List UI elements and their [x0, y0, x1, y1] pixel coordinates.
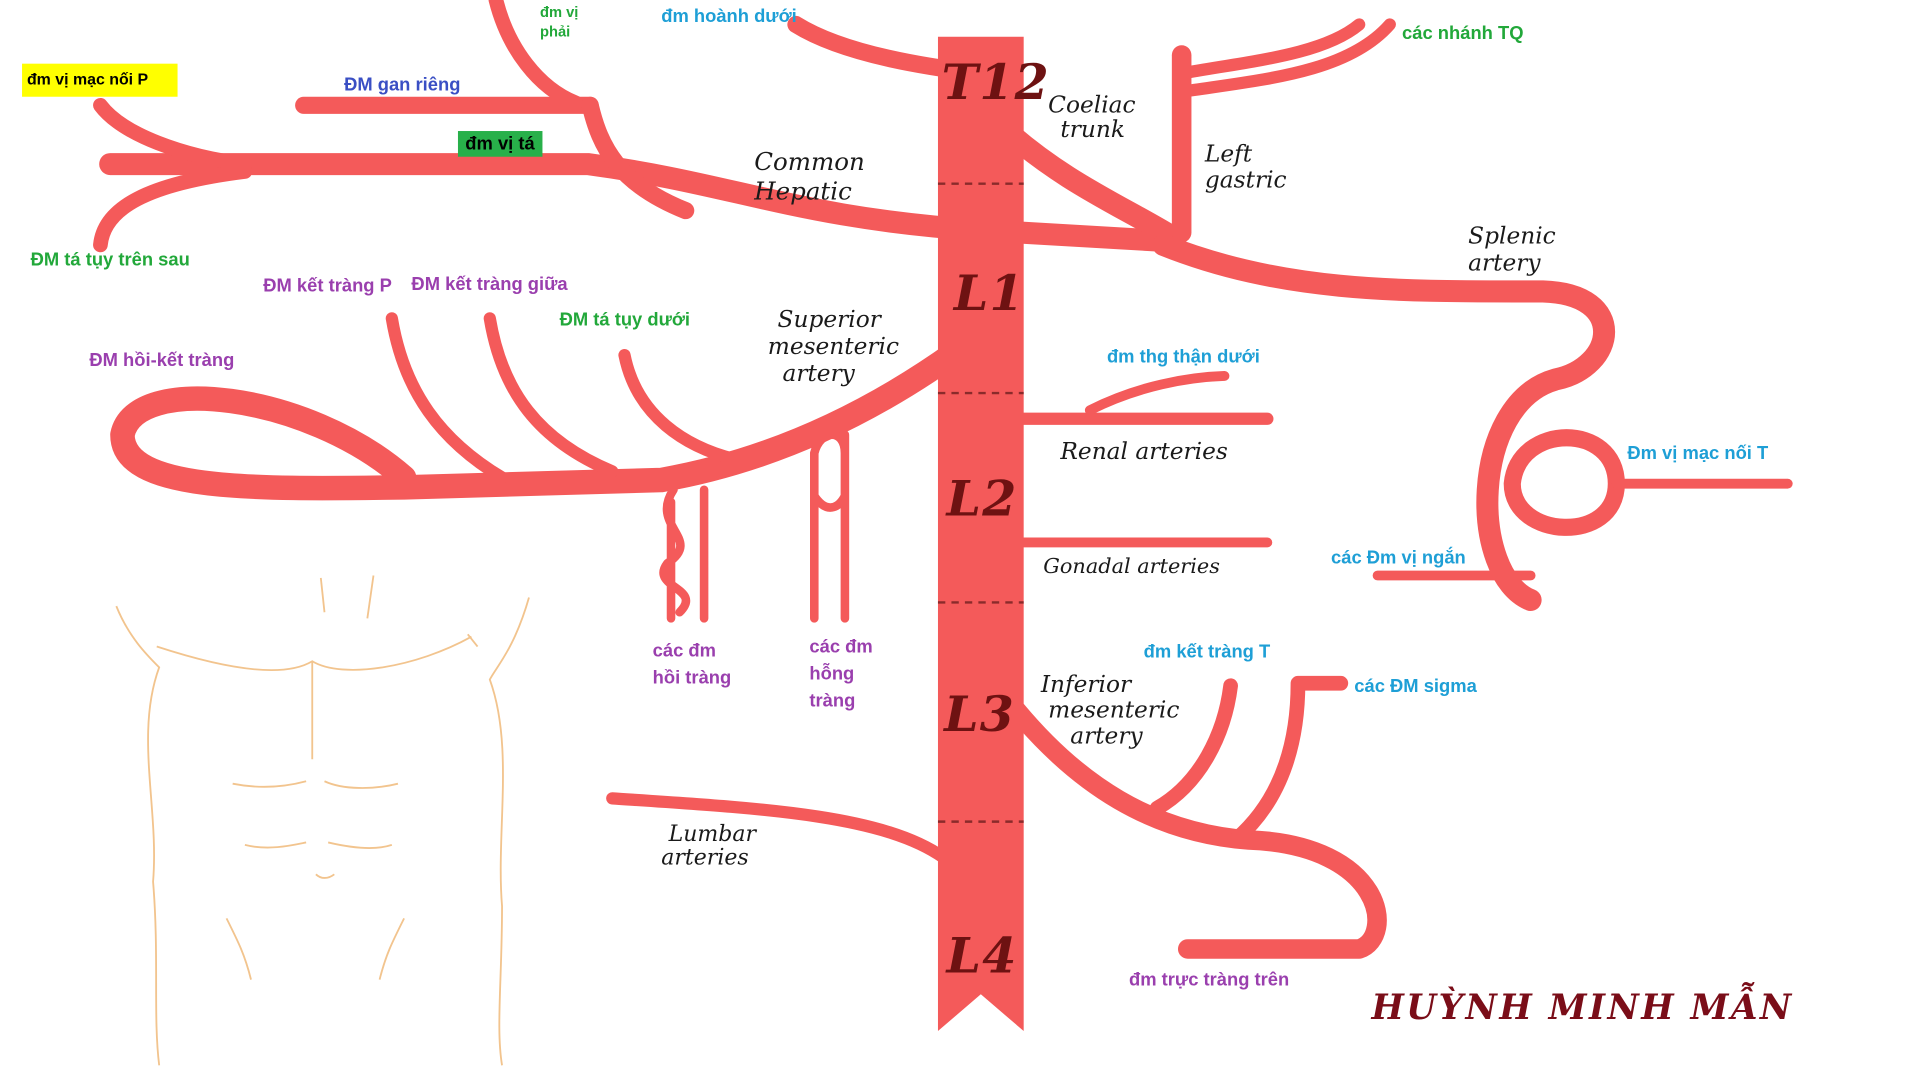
label-gastroduodenal: đm vị tá: [457, 131, 543, 157]
right-colic-artery: [385, 312, 509, 484]
label-left-gastroepiploic: Đm vị mạc nối T: [1627, 443, 1769, 465]
label-inferior-mesenteric-artery: Inferior mesenteric artery: [1040, 671, 1180, 750]
inferior-mesenteric-artery: [1006, 700, 1387, 959]
label-inferior-suprarenal: đm thg thận dưới: [1106, 346, 1260, 368]
jejunal-arteries: [810, 430, 850, 623]
label-gonadal-arteries: Gonadal arteries: [1043, 554, 1220, 580]
label-lumbar-arteries: Lumbar arteries: [661, 821, 757, 871]
author-signature: HUỲNH MINH MẪN: [1371, 986, 1794, 1028]
label-superior-mesenteric-artery: Superior mesenteric artery: [767, 306, 899, 387]
splenic-artery: [1152, 233, 1615, 612]
label-proper-hepatic: ĐM gan riêng: [344, 74, 461, 96]
inferior-pancreaticoduodenal-artery: [618, 348, 741, 466]
gastroduodenal-artery: [581, 96, 695, 220]
label-right-gastric: đm vị phải: [540, 3, 579, 41]
torso-outline: [115, 575, 530, 1066]
oesophageal-branch-1: [1175, 18, 1366, 80]
middle-colic-artery: [483, 312, 619, 478]
label-right-colic: ĐM kết tràng P: [263, 275, 392, 297]
label-right-gastroepiploic: đm vị mạc nối P: [22, 63, 178, 97]
label-jejunal-arteries: các đm hỗng tràng: [809, 636, 873, 712]
right-gastric-artery: [488, 0, 583, 111]
label-middle-colic: ĐM kết tràng giữa: [411, 274, 568, 296]
inferior-suprarenal-artery: [1084, 371, 1230, 416]
label-post-sup-pancreaticoduodenal: ĐM tá tụy trên sau: [30, 249, 190, 271]
label-superior-rectal: đm trực tràng trên: [1128, 969, 1290, 991]
label-oesophageal-branches: các nhánh TQ: [1402, 23, 1524, 45]
oesophageal-branch-2: [1175, 18, 1396, 98]
label-inferior-pancreaticoduodenal: ĐM tá tụy dưới: [559, 309, 691, 331]
ileal-arteries: [659, 485, 709, 623]
label-left-gastric: Left gastric: [1204, 140, 1287, 194]
label-splenic-artery: Splenic artery: [1468, 222, 1556, 277]
label-coeliac-trunk: Coeliac trunk: [1048, 91, 1136, 144]
lumbar-artery: [606, 792, 949, 864]
label-short-gastric: các Đm vị ngắn: [1331, 547, 1466, 569]
vertebra-t12-label: T12: [941, 53, 1050, 112]
label-sigmoid-arteries: các ĐM sigma: [1354, 675, 1477, 697]
left-colic-artery: [1149, 678, 1238, 816]
left-gastroepiploic-loop: [1503, 429, 1625, 536]
coeliac-trunk: [993, 117, 1187, 250]
vertebra-l3-label: L3: [944, 685, 1016, 744]
vertebra-l4-label: L4: [946, 926, 1018, 985]
label-renal-arteries: Renal arteries: [1060, 438, 1228, 466]
superior-mesenteric-artery: [110, 340, 968, 501]
vertebra-l1-label: L1: [953, 264, 1025, 323]
sigmoid-arteries: [1229, 675, 1349, 847]
posterior-superior-pancreaticoduodenal-artery: [93, 164, 253, 253]
right-gastroepiploic-artery: [93, 97, 253, 172]
abdominal-aorta: [937, 36, 1024, 1032]
vertebra-l2-label: L2: [946, 470, 1018, 528]
label-ileocolic: ĐM hồi-kết tràng: [89, 350, 235, 372]
label-inferior-phrenic: đm hoành dưới: [661, 6, 797, 27]
label-common-hepatic: Common Hepatic: [754, 146, 865, 206]
label-ileal-arteries: các đm hồi tràng: [652, 640, 732, 689]
label-left-colic: đm kết tràng T: [1143, 641, 1271, 663]
